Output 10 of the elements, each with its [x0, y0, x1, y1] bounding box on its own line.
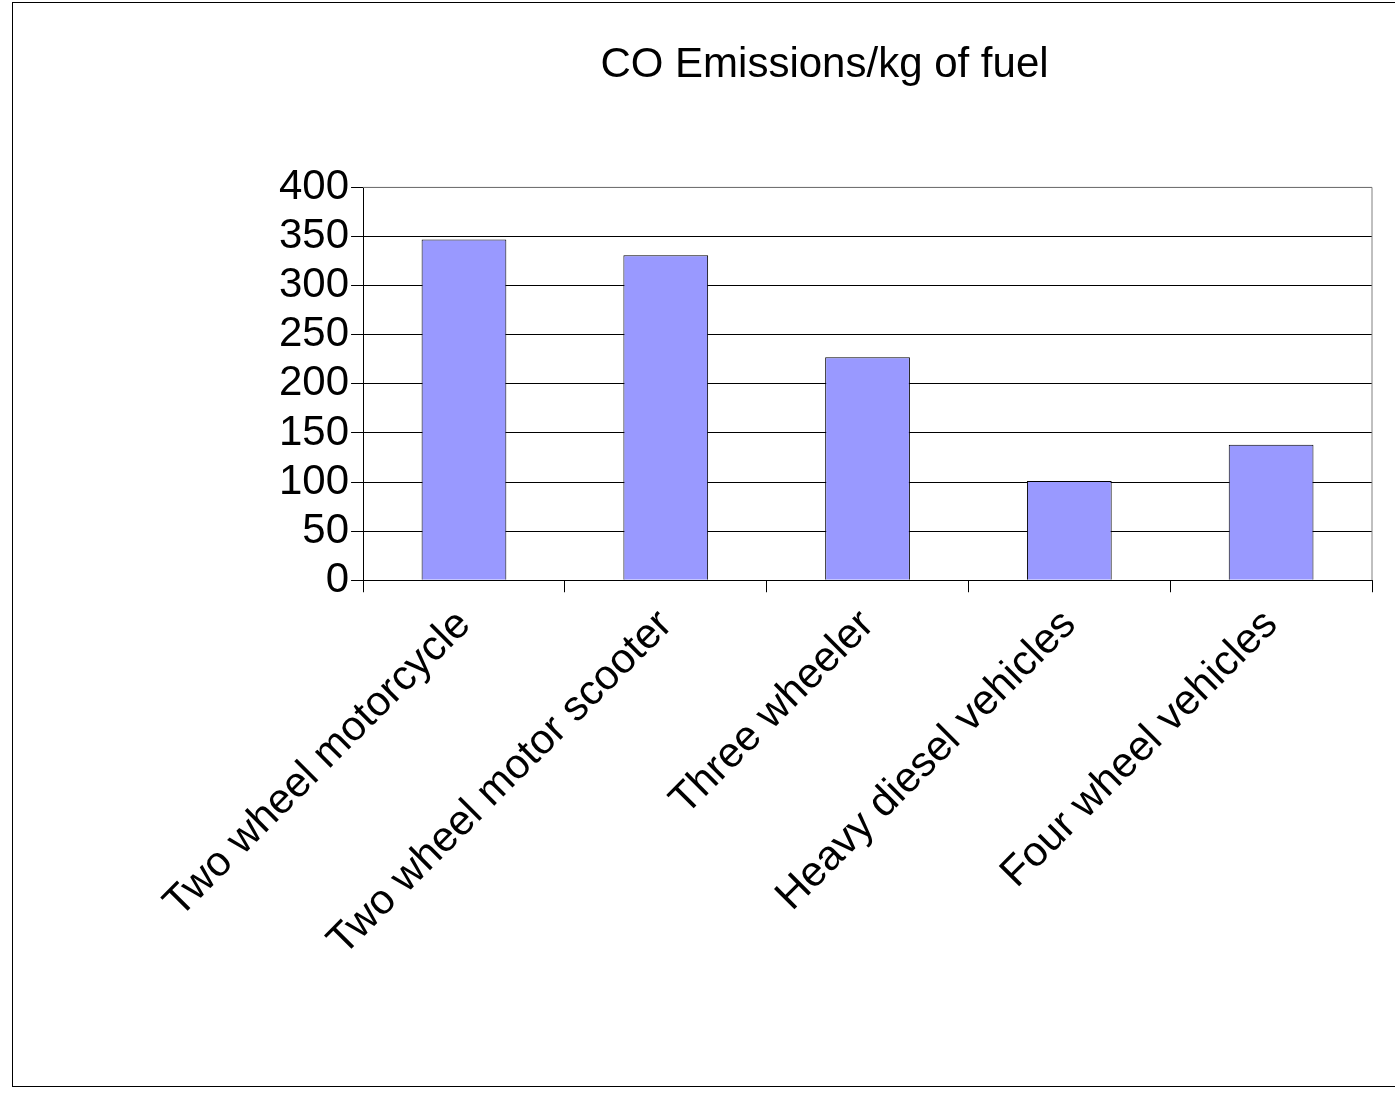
y-tick-label: 300 — [279, 259, 350, 307]
y-tick-label: 350 — [279, 210, 350, 258]
y-tick-label: 400 — [279, 160, 350, 208]
y-tick-label: 100 — [279, 455, 350, 503]
y-tick-label: 250 — [279, 308, 350, 356]
y-tick-label: 200 — [279, 357, 350, 405]
y-tick-label: 150 — [279, 406, 350, 454]
y-tick-label: 50 — [302, 504, 350, 552]
chart-title: CO Emissions/kg of fuel — [600, 38, 1049, 86]
y-tick-label: 0 — [325, 553, 350, 601]
